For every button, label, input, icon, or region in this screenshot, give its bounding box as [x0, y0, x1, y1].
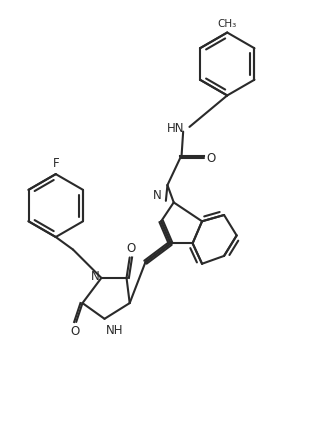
Text: NH: NH [106, 323, 124, 337]
Text: O: O [70, 325, 79, 338]
Text: N: N [152, 190, 161, 203]
Text: O: O [127, 242, 136, 255]
Text: O: O [206, 152, 216, 165]
Text: N: N [91, 270, 100, 283]
Text: F: F [52, 157, 59, 170]
Text: CH₃: CH₃ [218, 19, 237, 29]
Text: HN: HN [167, 122, 185, 135]
